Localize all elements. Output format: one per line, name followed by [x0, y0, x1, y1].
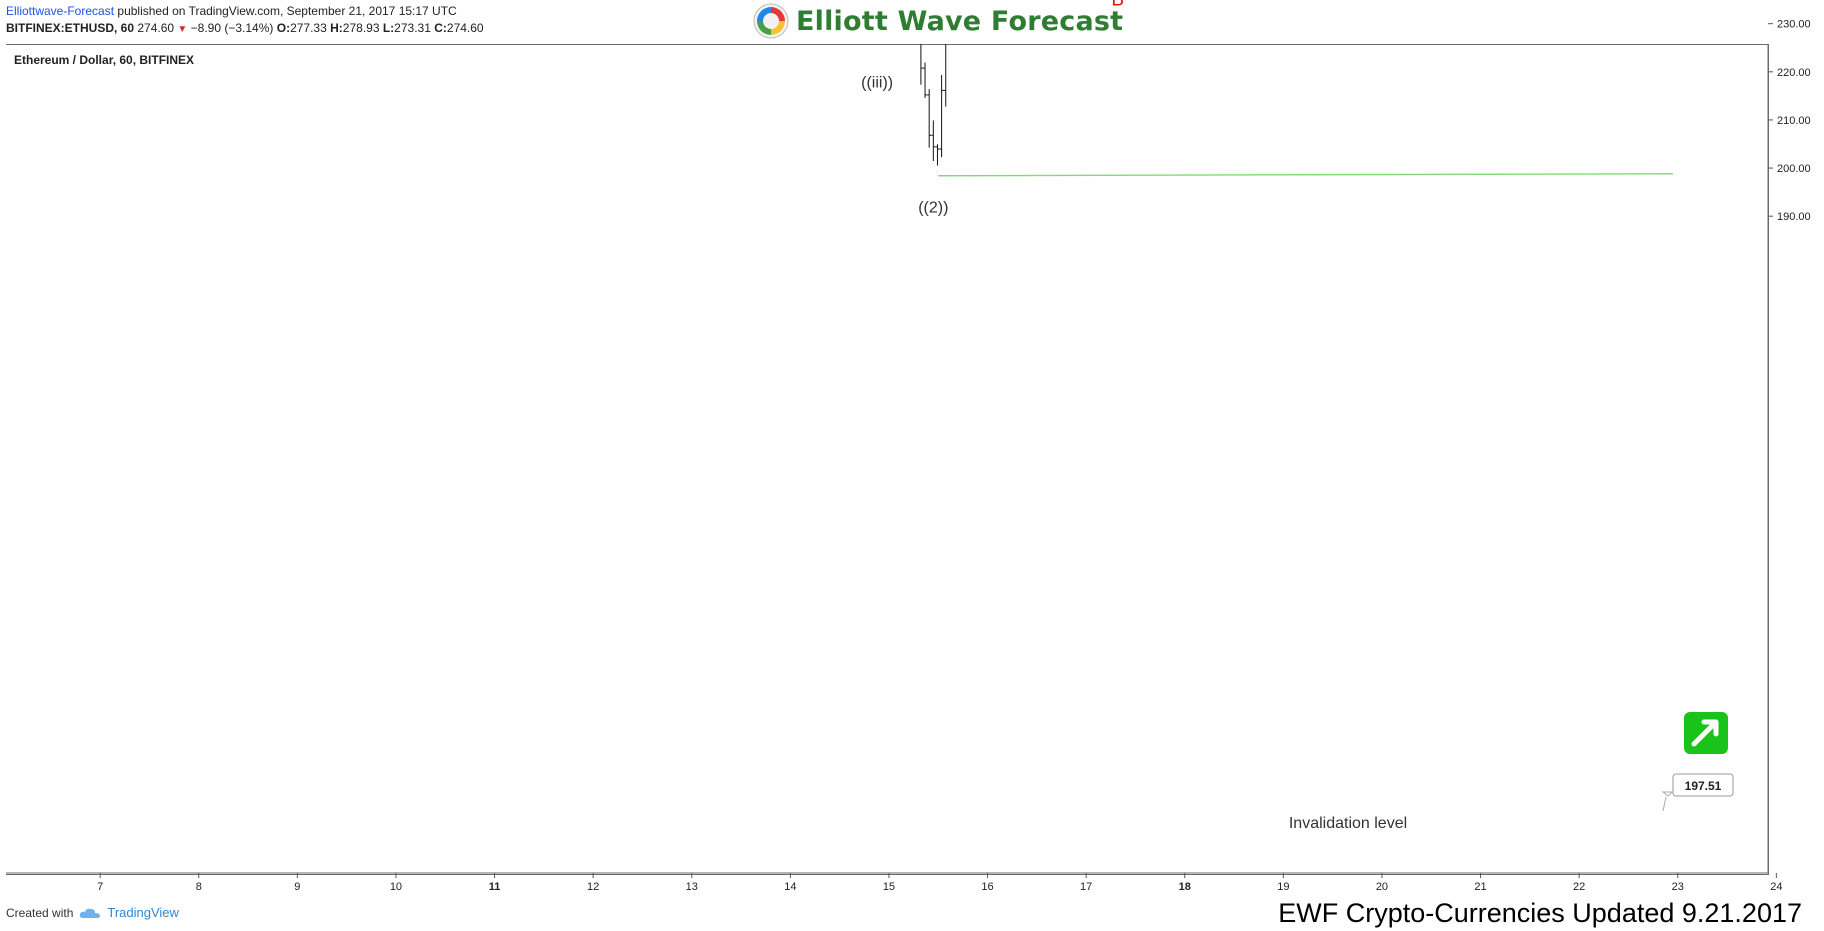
tradingview-link[interactable]: TradingView: [107, 905, 179, 920]
x-tick-label: 9: [294, 881, 300, 893]
close-label: C:: [434, 21, 447, 35]
change-text: −8.90 (−3.14%): [190, 21, 274, 35]
update-text: EWF Crypto-Currencies Updated 9.21.2017: [1278, 898, 1802, 928]
x-tick-label: 10: [390, 881, 402, 893]
low-value: 273.31: [394, 21, 431, 35]
x-tick-label: 20: [1376, 881, 1388, 893]
tradingview-cloud-icon: [80, 908, 101, 918]
x-tick-label: 8: [196, 881, 202, 893]
x-tick-label: 14: [784, 881, 796, 893]
x-tick-label: 11: [489, 881, 501, 893]
y-tick-label: 190.00: [1777, 211, 1811, 223]
x-tick-label: 17: [1080, 881, 1092, 893]
y-tick-label: 220.00: [1777, 67, 1811, 79]
x-tick-label: 24: [1770, 881, 1782, 893]
y-tick-label: 200.00: [1777, 163, 1811, 175]
publish-line: Elliottwave-Forecast published on Tradin…: [6, 4, 457, 18]
chart-title: Ethereum / Dollar, 60, BITFINEX: [14, 53, 195, 67]
x-tick-label: 22: [1573, 881, 1585, 893]
x-tick-label: 12: [587, 881, 599, 893]
brand-header: Elliott Wave Forecast: [752, 2, 1123, 40]
x-tick-label: 7: [97, 881, 103, 893]
symbol-label: BITFINEX:ETHUSD, 60: [6, 21, 135, 35]
publisher-link[interactable]: Elliottwave-Forecast: [6, 4, 115, 18]
x-tick-label: 13: [686, 881, 698, 893]
down-triangle-icon: ▼: [177, 24, 188, 35]
x-tick-label: 23: [1672, 881, 1684, 893]
open-value: 277.33: [290, 21, 327, 35]
created-with-label: Created with: [6, 905, 74, 920]
close-value: 274.60: [446, 21, 484, 35]
x-tick-label: 16: [981, 881, 993, 893]
brand-name: Elliott Wave Forecast: [796, 5, 1124, 37]
created-with: Created with TradingView: [6, 905, 179, 920]
last-price-text: 274.60: [137, 21, 175, 35]
ewf-circular-arrows-icon: [753, 3, 789, 39]
x-tick-label: 18: [1179, 881, 1191, 893]
x-tick-label: 21: [1474, 881, 1486, 893]
y-tick-label: 210.00: [1777, 115, 1811, 127]
low-label: L:: [382, 21, 395, 35]
published-text: published on TradingView.com, September …: [117, 4, 457, 18]
y-tick-label: 230.00: [1777, 19, 1811, 31]
open-label: O:: [276, 21, 291, 35]
x-tick-label: 19: [1277, 881, 1289, 893]
chart-frame: [6, 44, 1769, 875]
ohlc-line: BITFINEX:ETHUSD, 60 274.60 ▼ −8.90 (−3.1…: [6, 21, 484, 35]
high-label: H:: [330, 21, 343, 35]
high-value: 278.93: [342, 21, 380, 35]
x-tick-label: 15: [883, 881, 895, 893]
